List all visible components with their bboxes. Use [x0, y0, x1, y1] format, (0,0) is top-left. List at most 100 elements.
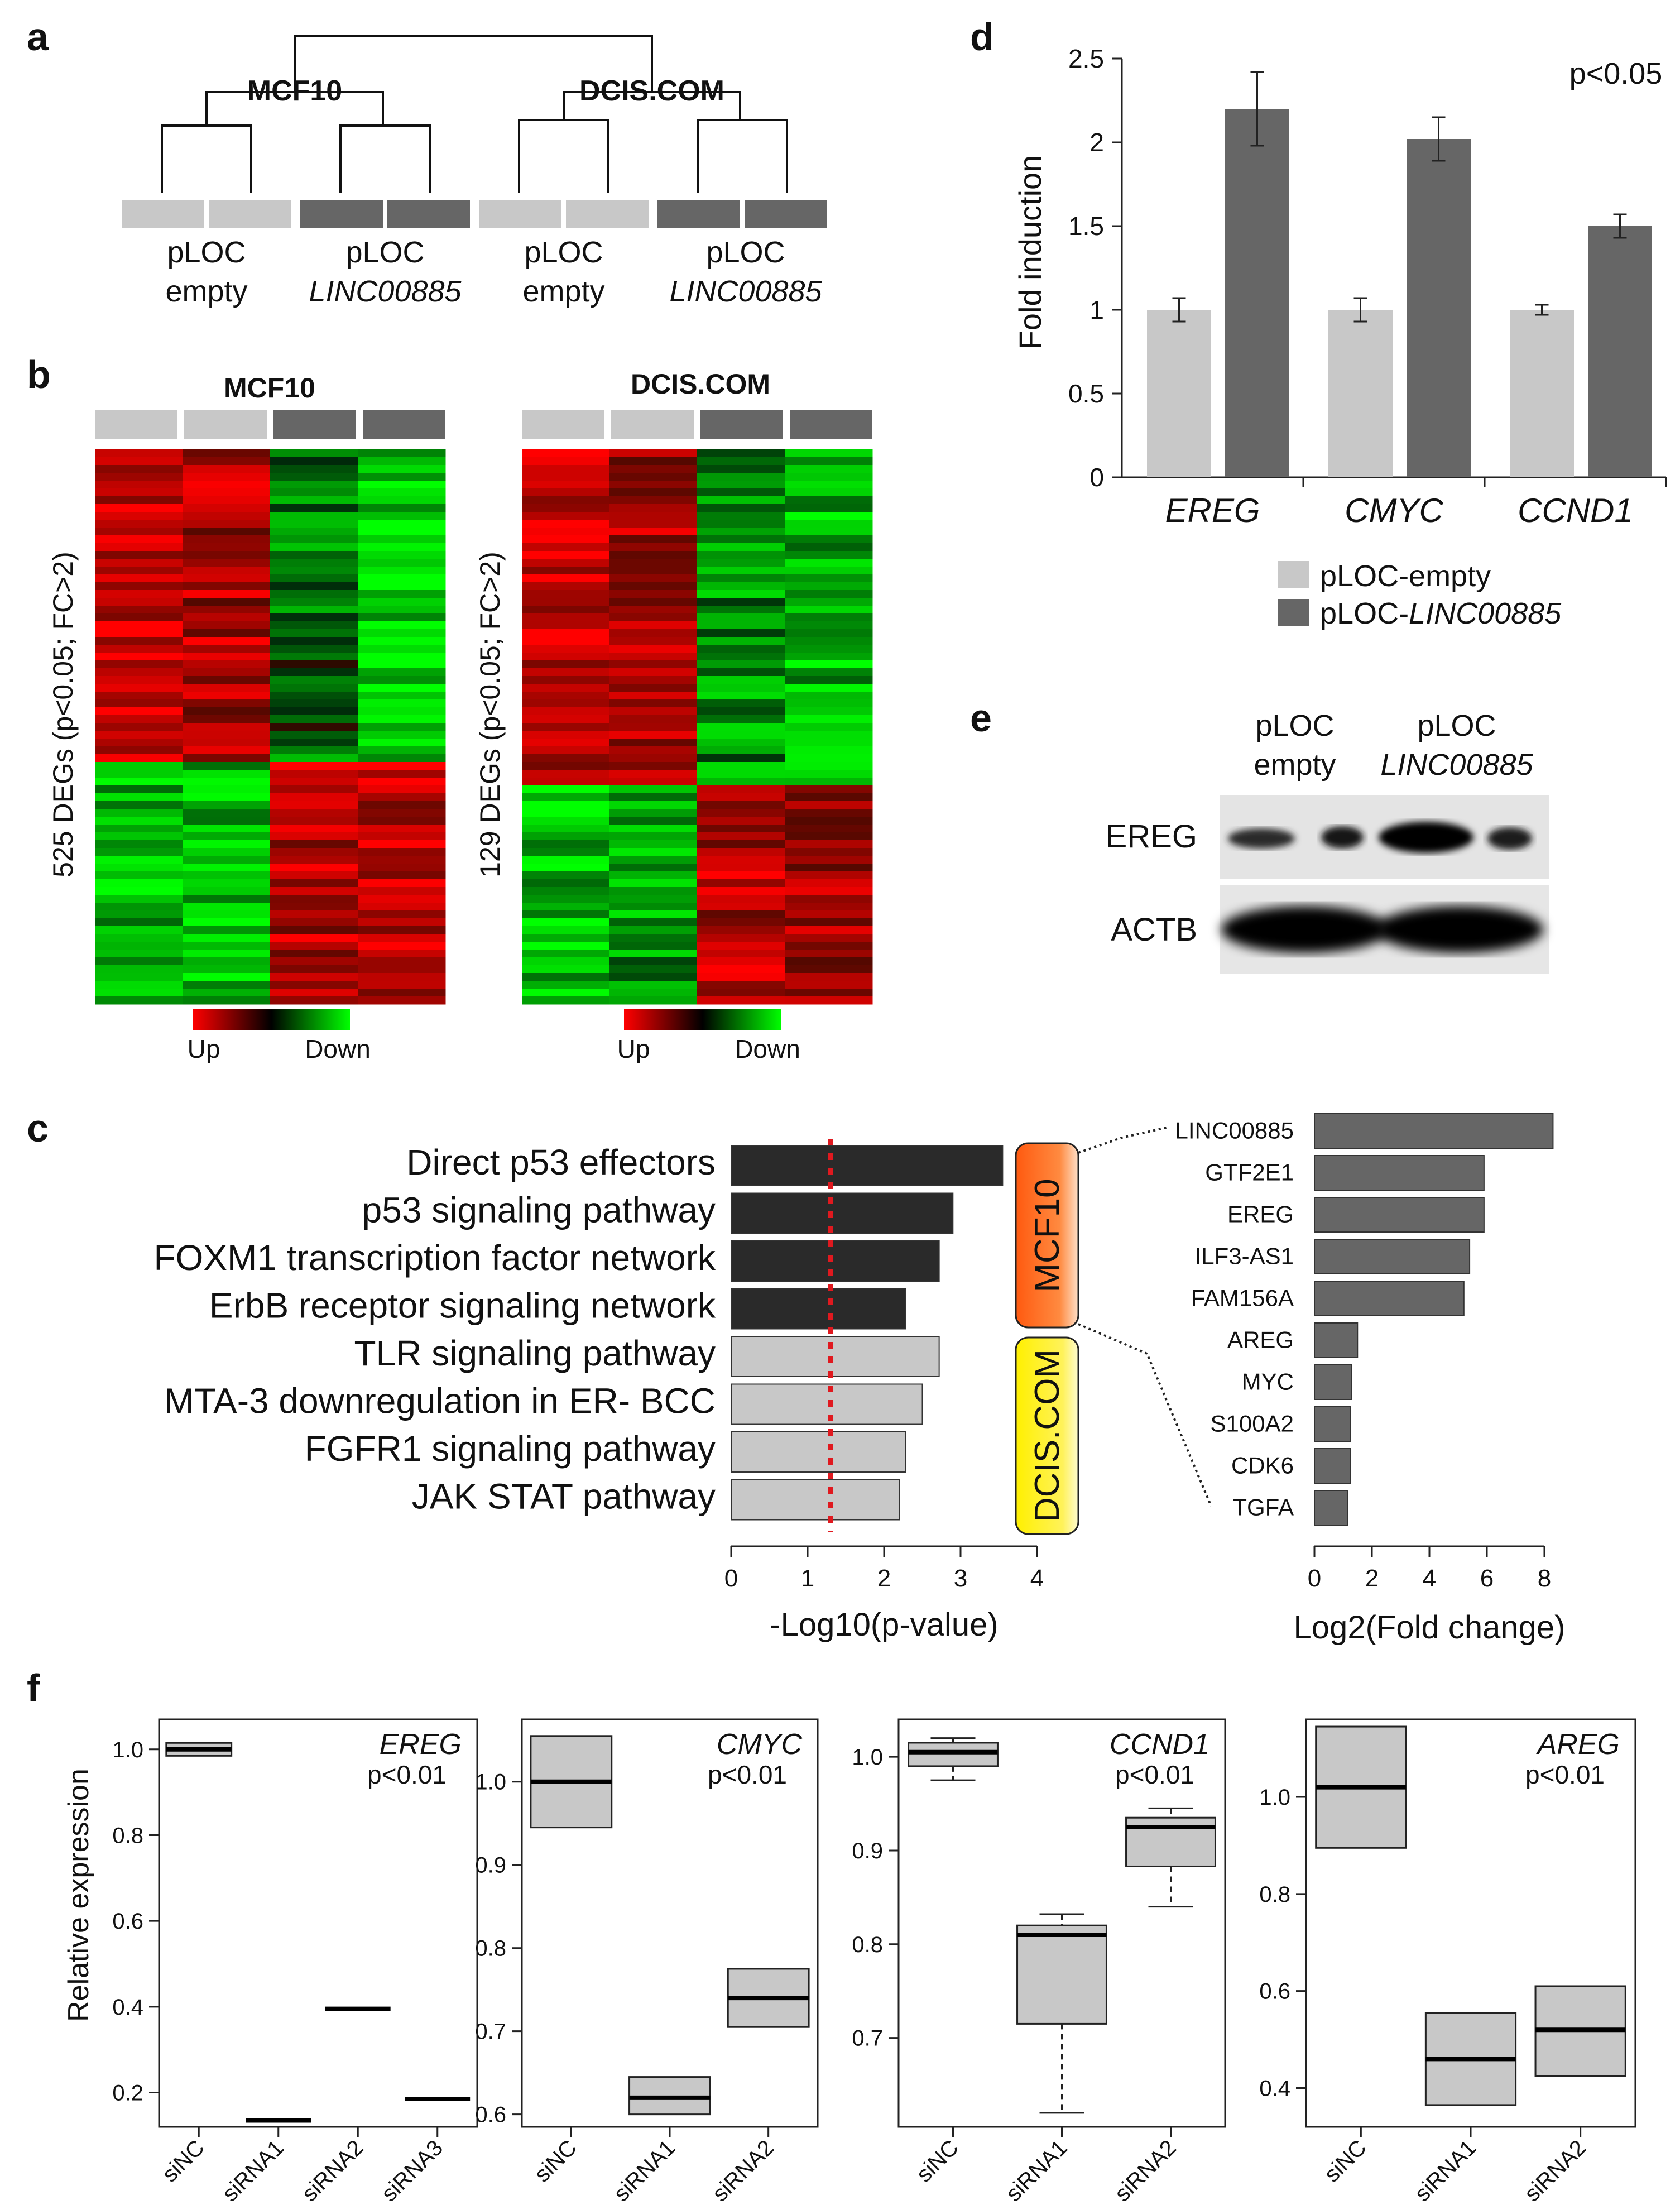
- heatmap-cell: [358, 832, 446, 841]
- heatmap-cell: [183, 520, 271, 528]
- sample-label-1a: pLOC: [167, 236, 246, 269]
- heatmap-cell: [785, 903, 873, 911]
- heatmap-cell: [697, 981, 785, 989]
- heatmap-cell: [183, 754, 271, 763]
- tag-dcis-box: [1015, 1336, 1079, 1535]
- heatmap-cell: [358, 457, 446, 466]
- dendro-group-dcis: DCIS.COM: [579, 75, 724, 107]
- heatmap-cell: [522, 934, 610, 942]
- heatmap-cell: [785, 801, 873, 809]
- heatmap-cell: [270, 723, 358, 731]
- heatmap-cell: [609, 582, 698, 591]
- heatmap-cell: [183, 809, 271, 817]
- heatmap-cell: [609, 598, 698, 606]
- gene-label: CDK6: [1231, 1453, 1294, 1479]
- heatmap-cell: [95, 707, 183, 716]
- heatmap-cell: [183, 653, 271, 661]
- panel-a: a MCF10 DCIS.COM pLOC: [27, 15, 827, 308]
- heatmap-cell: [183, 613, 271, 622]
- heatmap-cell: [270, 801, 358, 809]
- heatmap-cell: [697, 551, 785, 559]
- blot-col2-line2: LINC00885: [1380, 748, 1533, 782]
- gene-label: AREG: [1227, 1327, 1294, 1353]
- pathway-label: MTA-3 downregulation in ER- BCC: [164, 1380, 716, 1421]
- heatmap-cell: [183, 739, 271, 747]
- heatmap-cell: [522, 926, 610, 934]
- heatmap-cell: [785, 559, 873, 567]
- heatmap-cell: [358, 684, 446, 692]
- heatmap-cell: [522, 481, 610, 489]
- heatmap-cell: [609, 621, 698, 630]
- blot-row-actb: ACTB: [1111, 912, 1197, 948]
- heatmap-cell: [358, 754, 446, 763]
- heatmap-cell: [522, 613, 610, 622]
- heatmap-cell: [522, 817, 610, 825]
- heatmap-cell: [609, 910, 698, 919]
- pathway-label: p53 signaling pathway: [362, 1190, 716, 1230]
- heatmap-cell: [95, 871, 183, 880]
- heatmap-cell: [609, 551, 698, 559]
- heatmap-cell: [697, 660, 785, 669]
- heatmap-cell: [358, 512, 446, 520]
- heatmap-cell: [183, 989, 271, 997]
- heatmap-cell: [358, 973, 446, 981]
- sample-label-1b: empty: [165, 275, 247, 308]
- heatmap-cell: [522, 465, 610, 473]
- pathway-label: FGFR1 signaling pathway: [305, 1429, 716, 1469]
- heatmap-cell: [358, 535, 446, 544]
- heatmap-cell: [183, 910, 271, 919]
- heatmap-cell: [95, 739, 183, 747]
- heatmap-cell: [270, 825, 358, 833]
- heatmap-title-mcf10: MCF10: [224, 372, 315, 404]
- heatmap-cell: [609, 746, 698, 755]
- heatmap-cell: [270, 957, 358, 966]
- heatmap-cell: [609, 848, 698, 856]
- connector-bottom: [1078, 1323, 1212, 1507]
- heatmap-cell: [270, 449, 358, 458]
- heatmap-cell: [522, 559, 610, 567]
- heatmap-cell: [522, 707, 610, 716]
- connector-top: [1078, 1127, 1167, 1154]
- heatmap-cell: [697, 473, 785, 481]
- heatmap-cell: [358, 551, 446, 559]
- heatmap-cell: [183, 606, 271, 614]
- heatmap-cell: [697, 856, 785, 864]
- heatmap-cell: [697, 645, 785, 653]
- gene-bar: [1314, 1448, 1351, 1484]
- gene-label: EREG: [1227, 1201, 1294, 1228]
- heatmap-cell: [609, 996, 698, 1005]
- heatmap-cell: [609, 934, 698, 942]
- heatmap-cell: [183, 668, 271, 677]
- heatmap-cell: [183, 512, 271, 520]
- pathway-bar: [731, 1192, 954, 1234]
- heatmap-cell: [697, 746, 785, 755]
- heatmap-cell: [358, 856, 446, 864]
- heatmap-cell: [609, 449, 698, 458]
- heatmap-cell: [609, 950, 698, 958]
- heatmap-cell: [522, 473, 610, 481]
- heatmap-cell: [183, 879, 271, 888]
- heatmap-cell: [697, 887, 785, 895]
- heatmap-cell: [270, 574, 358, 583]
- heatmap-cell: [785, 723, 873, 731]
- heatmap-cell: [609, 496, 698, 505]
- heatmap-cell: [522, 856, 610, 864]
- f-x-tick-label: siRNA3: [377, 2135, 448, 2205]
- f-y-tick-label: 0.8: [475, 1936, 506, 1961]
- heatmap-cell: [358, 488, 446, 497]
- heatmap-cell: [183, 895, 271, 903]
- heatmap-cell: [697, 778, 785, 786]
- d-y-tick-label: 2.5: [1068, 44, 1104, 73]
- heatmap-cell: [183, 629, 271, 637]
- heatmap-cell: [697, 785, 785, 794]
- heatmap-cell: [609, 989, 698, 997]
- heatmap-cell: [95, 856, 183, 864]
- fold-induction-chart: 0 0.5 1 1.5 2 2.5 EREG CMYC CCND1: [1068, 44, 1667, 529]
- heatmap-cell: [785, 973, 873, 981]
- f-gene-title: CCND1: [1110, 1728, 1209, 1761]
- heatmap-cell: [522, 871, 610, 880]
- heatmap-cell: [270, 496, 358, 505]
- heatmap-cell: [785, 590, 873, 598]
- heatmap-cell: [697, 910, 785, 919]
- heatmap-cell: [785, 481, 873, 489]
